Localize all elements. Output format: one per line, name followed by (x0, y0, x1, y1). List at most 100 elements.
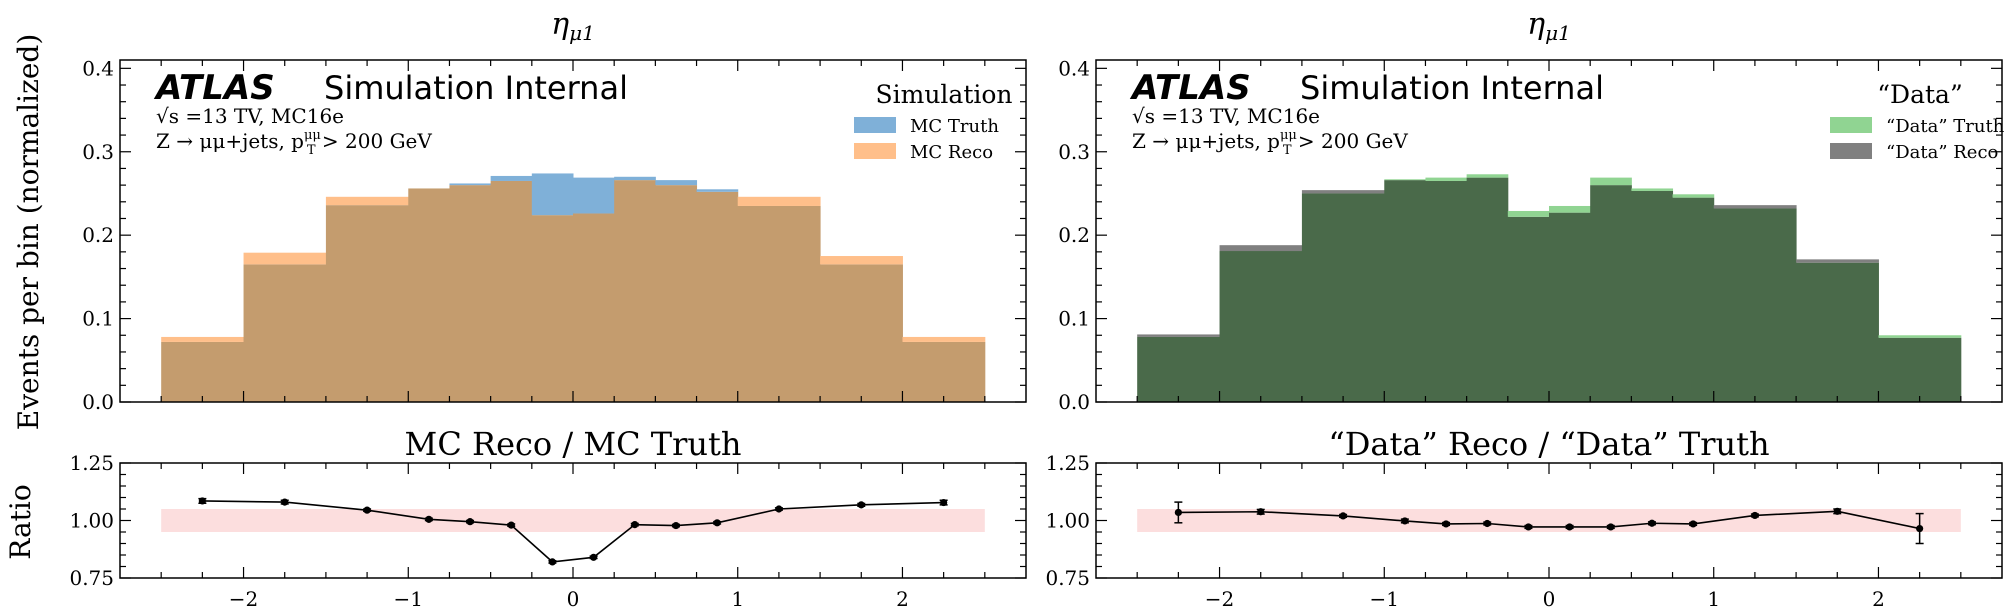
x-tick-label: 1 (731, 587, 744, 611)
y-tick-label: 0.3 (82, 140, 114, 164)
x-tick-label: 2 (1872, 587, 1885, 611)
ratio-point (548, 558, 557, 566)
hist-bar-datareco (1796, 259, 1879, 263)
hist-bar-overlap (490, 180, 533, 402)
hist-bar-overlap (573, 213, 615, 402)
hist-bar-datareco (1219, 245, 1303, 252)
ratio-point (363, 506, 371, 514)
ratio-point (1565, 523, 1574, 531)
ratio-point (940, 498, 948, 507)
ratio-point (1689, 520, 1697, 528)
y-tick-label: 0.1 (1058, 307, 1090, 331)
x-tick-label: −1 (394, 587, 423, 611)
atlas-logo-text: ATLAS (153, 68, 275, 108)
hist-bar-overlap (449, 185, 492, 402)
hist-bar-overlap (655, 185, 698, 402)
hist-bar-mcreco (161, 336, 245, 342)
selection-label: Z → μμ+jets, pμμ T > 200 GeV (156, 128, 432, 158)
ratio-point (1648, 519, 1656, 527)
ratio-point (713, 519, 721, 527)
energy-label: √s =13 TV, MC16e (156, 104, 344, 128)
ratio-point (1174, 508, 1182, 517)
hist-bar-datareco (1713, 205, 1797, 209)
histogram-panel-data: 0.0 0.1 0.2 0.3 0.4 ημ1 ATLAS Simulation Intern… (1058, 7, 2005, 414)
hist-bar-overlap (1425, 180, 1468, 402)
hist-bar-datatruth (1384, 179, 1426, 181)
hist-bar-overlap (408, 188, 450, 402)
ratio-point (857, 501, 865, 509)
x-tick-label: −1 (1370, 587, 1399, 611)
y-tick-label: 0.4 (82, 56, 114, 80)
panel-title: ημ1 (1527, 7, 1571, 45)
hist-bar-mcreco (737, 196, 821, 206)
hist-bar-overlap (161, 341, 245, 402)
histogram-panel-simulation: 0.0 0.1 0.2 0.3 0.4 ημ1 ATLAS Simulation Intern… (82, 7, 1027, 414)
y-tick-label: 0.4 (1058, 56, 1090, 80)
hist-bar-mctruth (449, 183, 492, 186)
x-tick-label: −2 (1205, 587, 1234, 611)
ratio-title: MC Reco / MC Truth (405, 425, 742, 463)
ratio-panel-simulation: 0.75 1.00 1.25 MC Reco / MC Truth (69, 425, 1027, 590)
legend-swatch (1830, 117, 1872, 133)
hist-bar-mctruth (490, 175, 533, 181)
ratio-point (1833, 507, 1841, 515)
panel-title: ημ1 (551, 7, 595, 45)
hist-bar-datatruth (1672, 194, 1715, 198)
hist-bar-mctruth (614, 176, 656, 181)
hist-bar-datatruth (1590, 177, 1632, 186)
y-tick-label: 0.2 (1058, 223, 1090, 247)
legend-swatch (854, 117, 896, 133)
hist-bar-overlap (1137, 336, 1221, 402)
legend-label: “Data” Truth (1886, 116, 2005, 137)
hist-bar-overlap (614, 180, 656, 402)
hist-bar-mcreco (902, 336, 986, 342)
panels-layer: 0.0 0.1 0.2 0.3 0.4 ημ1 ATLAS Simulation Intern… (69, 7, 2004, 611)
ratio-point (1751, 511, 1759, 520)
ratio-point (507, 521, 515, 529)
hist-bar-datatruth (1425, 177, 1468, 181)
ratio-point (1607, 523, 1615, 531)
ratio-point (281, 498, 289, 506)
selection-label: Z → μμ+jets, pμμ T > 200 GeV (1132, 128, 1408, 158)
hist-bar-mctruth (655, 180, 698, 186)
hist-bar-datatruth (1507, 210, 1550, 217)
hist-bar-overlap (1590, 185, 1632, 402)
hist-bar-overlap (1384, 180, 1426, 402)
x-tick-label: 0 (567, 587, 580, 611)
x-tick-label: 1 (1707, 587, 1720, 611)
hist-bar-overlap (1301, 193, 1385, 402)
hist-bar-overlap (1219, 251, 1303, 402)
y-tick-label: 0.2 (82, 223, 114, 247)
ratio-point (1401, 517, 1409, 525)
hist-bar-mcreco (820, 256, 903, 265)
legend-title: “Data” (1877, 80, 1962, 109)
ratio-line (1178, 510, 1920, 530)
ratio-point (425, 515, 433, 523)
y-tick-label: 0.0 (1058, 390, 1090, 414)
legend-label: MC Truth (910, 116, 999, 137)
y-tick-label: 0.3 (1058, 140, 1090, 164)
ratio-point (1257, 508, 1265, 516)
y-tick-label: 1.25 (1045, 451, 1090, 475)
hist-bar-overlap (325, 205, 409, 402)
ratio-line (202, 500, 944, 563)
hist-bar-overlap (1796, 262, 1879, 402)
ratio-band (161, 509, 985, 532)
hist-bar-overlap (243, 264, 327, 402)
ratio-point (672, 521, 680, 530)
y-axis-label-main: Events per bin (normalized) (12, 34, 45, 431)
ratio-point (1339, 512, 1347, 520)
legend-label: MC Reco (910, 142, 993, 163)
y-tick-label: 0.75 (69, 566, 114, 590)
hist-bar-datatruth (1549, 205, 1591, 213)
y-tick-label: 0.75 (1045, 566, 1090, 590)
hist-bar-mcreco (243, 252, 327, 265)
ratio-point (631, 521, 639, 529)
x-tick-label: 2 (896, 587, 909, 611)
hist-bar-mctruth (573, 177, 615, 214)
hist-bar-overlap (820, 264, 903, 402)
ratio-point (198, 497, 206, 505)
ratio-point (1442, 520, 1450, 528)
hist-bar-datareco (1301, 190, 1385, 194)
